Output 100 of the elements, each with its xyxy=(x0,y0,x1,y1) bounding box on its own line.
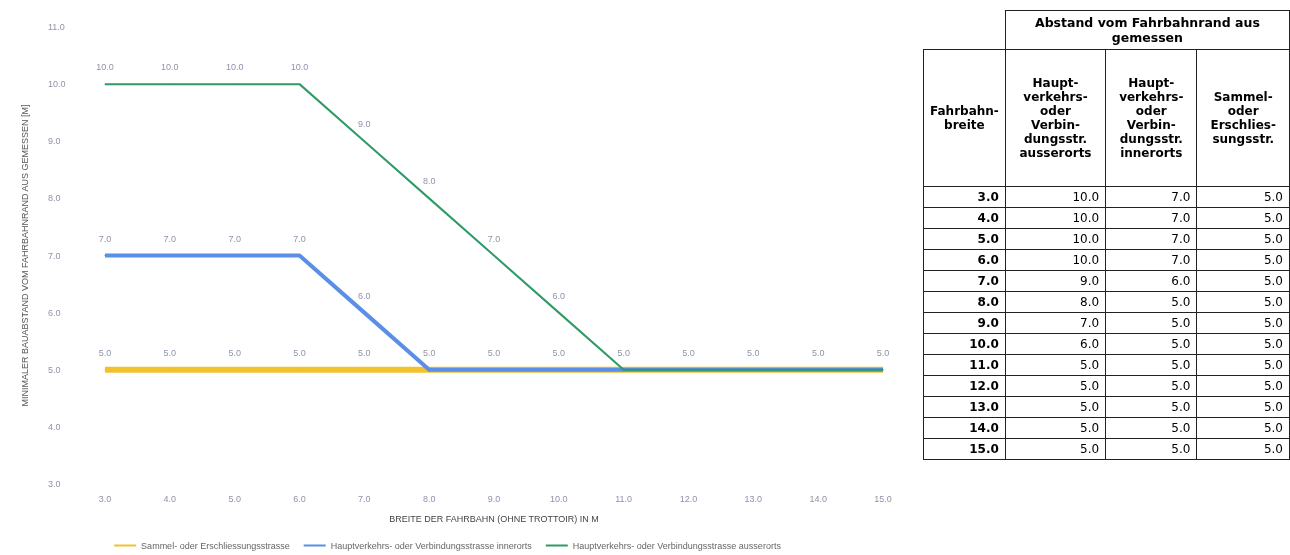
category-label: 6.0 xyxy=(1080,337,1100,351)
x-tick-label: 3.0 xyxy=(98,493,112,504)
data-label: 5.0 xyxy=(228,347,241,358)
category-label: 5.0 xyxy=(1080,358,1100,372)
y-tick-label: 11.0 xyxy=(48,22,65,32)
data-label: 5.0 xyxy=(487,347,501,358)
category-label: 4.0 xyxy=(977,211,999,225)
data-label: 10.0 xyxy=(290,62,309,73)
text: Haupt- verkehrs- oder Verbin- dungsstr. innerorts xyxy=(1105,49,1197,187)
data-label: 5.0 xyxy=(811,347,825,358)
category-label: 5.0 xyxy=(1080,379,1100,393)
text: Haupt- verkehrs- oder Verbin- dungsstr. ausserorts xyxy=(1005,49,1106,187)
data-label: 6.0 xyxy=(552,290,566,301)
category-label: 5.0 xyxy=(1263,253,1283,267)
category-label: 5.0 xyxy=(1171,316,1191,330)
x-tick-label: 8.0 xyxy=(422,493,436,504)
data-label: 7.0 xyxy=(228,233,241,244)
x-tick-label: 11.0 xyxy=(615,493,633,504)
y-axis-title: MINIMALER BAUABSTAND VOM FAHRBAHNRAND AUS GEMESSEN [M] xyxy=(19,104,30,407)
data-label: 9.0 xyxy=(358,119,371,130)
data-label: 10.0 xyxy=(96,62,114,73)
category-label: 10.0 xyxy=(969,337,999,351)
data-label: 5.0 xyxy=(422,347,436,358)
category-label: 6.0 xyxy=(1171,274,1191,288)
y-tick-label: 4.0 xyxy=(48,421,61,432)
category-label: 7.0 xyxy=(1171,232,1191,246)
category-label: 7.0 xyxy=(977,274,999,288)
category-label: 5.0 xyxy=(1080,421,1100,435)
x-tick-label: 4.0 xyxy=(163,493,177,504)
data-label: 7.0 xyxy=(293,233,306,244)
category-label: 5.0 xyxy=(1171,358,1191,372)
x-tick-label: 9.0 xyxy=(487,493,501,504)
legend-label: Hauptverkehrs- oder Verbindungsstrasse ausserorts xyxy=(572,540,782,551)
category-label: 5.0 xyxy=(1171,442,1191,456)
category-label: 8.0 xyxy=(1080,295,1100,309)
category-label: 8.0 xyxy=(977,295,999,309)
category-label: 5.0 xyxy=(1263,211,1283,225)
category-label: 5.0 xyxy=(1171,421,1191,435)
data-label: 5.0 xyxy=(876,347,890,358)
category-label: 10.0 xyxy=(1072,253,1100,267)
data-label: 8.0 xyxy=(422,176,436,187)
text: Sammel- oder Erschlies- sungsstr. xyxy=(1196,49,1290,187)
category-label: 5.0 xyxy=(1171,337,1191,351)
data-label: 5.0 xyxy=(163,347,177,358)
data-label: 7.0 xyxy=(98,233,112,244)
data-label: 5.0 xyxy=(293,347,306,358)
x-tick-label: 7.0 xyxy=(358,493,371,504)
category-label: 9.0 xyxy=(977,316,999,330)
x-tick-label: 6.0 xyxy=(293,493,306,504)
x-tick-label: 5.0 xyxy=(228,493,241,504)
data-label: 7.0 xyxy=(163,233,177,244)
legend-label: Hauptverkehrs- oder Verbindungsstrasse innerorts xyxy=(330,540,533,551)
category-label: 7.0 xyxy=(1171,211,1191,225)
data-label: 5.0 xyxy=(358,347,371,358)
category-label: 11.0 xyxy=(969,358,999,372)
category-label: 15.0 xyxy=(969,442,999,456)
x-tick-label: 14.0 xyxy=(809,493,827,504)
category-label: 12.0 xyxy=(969,379,999,393)
category-label: 5.0 xyxy=(1080,400,1100,414)
data-label: 10.0 xyxy=(161,62,179,73)
data-label: 5.0 xyxy=(747,347,760,358)
y-tick-label: 9.0 xyxy=(48,136,61,147)
text: Fahrbahn- breite xyxy=(923,49,1006,187)
y-tick-label: 5.0 xyxy=(48,364,61,375)
category-label: 10.0 xyxy=(1072,190,1100,204)
category-label: 5.0 xyxy=(1263,421,1283,435)
category-label: 5.0 xyxy=(1263,232,1283,246)
category-label: 5.0 xyxy=(1263,442,1283,456)
category-label: 5.0 xyxy=(1263,316,1283,330)
y-tick-label: 8.0 xyxy=(48,193,61,204)
category-label: 5.0 xyxy=(1263,337,1283,351)
category-label: 5.0 xyxy=(1263,358,1283,372)
y-tick-label: 7.0 xyxy=(48,250,61,261)
category-label: 3.0 xyxy=(977,190,999,204)
y-tick-label: 10.0 xyxy=(48,79,66,90)
data-label: 7.0 xyxy=(487,233,501,244)
category-label: 5.0 xyxy=(1263,295,1283,309)
category-label: 5.0 xyxy=(1263,379,1283,393)
category-label: 6.0 xyxy=(977,253,999,267)
category-label: 9.0 xyxy=(1080,274,1100,288)
category-label: 5.0 xyxy=(1263,274,1283,288)
x-tick-label: 10.0 xyxy=(550,493,568,504)
x-tick-label: 12.0 xyxy=(679,493,698,504)
y-tick-label: 3.0 xyxy=(48,479,61,489)
data-label: 5.0 xyxy=(98,347,112,358)
category-label: 7.0 xyxy=(1171,190,1191,204)
category-label: 5.0 xyxy=(977,232,999,246)
data-label: 6.0 xyxy=(358,290,371,301)
category-label: 10.0 xyxy=(1072,232,1100,246)
category-label: 7.0 xyxy=(1171,253,1191,267)
data-label: 5.0 xyxy=(552,347,566,358)
category-label: 5.0 xyxy=(1171,400,1191,414)
y-tick-label: 6.0 xyxy=(48,307,61,318)
category-label: 7.0 xyxy=(1080,316,1100,330)
data-label: 5.0 xyxy=(617,347,630,358)
data-label: 5.0 xyxy=(682,347,695,358)
category-label: 5.0 xyxy=(1171,379,1191,393)
x-tick-label: 13.0 xyxy=(744,493,763,504)
category-label: 5.0 xyxy=(1263,400,1283,414)
text: Abstand vom Fahrbahnrand aus gemessen xyxy=(1005,10,1290,50)
